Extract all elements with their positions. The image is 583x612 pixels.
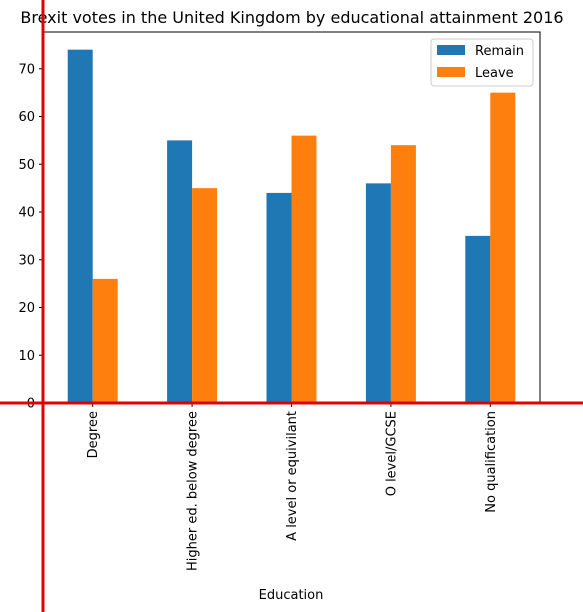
chart-title: Brexit votes in the United Kingdom by ed… (20, 8, 563, 27)
y-tick-label: 60 (18, 110, 35, 125)
bar-leave-a-level-or-equivilant (291, 135, 317, 403)
bars-group (67, 49, 516, 404)
x-tick-label-higher-ed-below-degree: Higher ed. below degree (186, 411, 201, 571)
bar-remain-degree (67, 49, 93, 404)
legend-swatch-leave (437, 67, 465, 77)
x-axis-title: Education (259, 588, 324, 603)
x-tick-label-o-level-gcse: O level/GCSE (384, 411, 399, 496)
legend: Remain Leave (430, 38, 534, 87)
y-tick-label: 30 (18, 253, 35, 268)
legend-label-leave: Leave (475, 66, 514, 81)
bar-leave-o-level-gcse (390, 145, 416, 403)
x-tick-label-a-level-or-equivilant: A level or equivilant (285, 411, 300, 541)
y-tick-label: 70 (18, 62, 35, 77)
bar-remain-no-qualification (465, 235, 491, 403)
legend-label-remain: Remain (475, 44, 524, 59)
x-tick-label-degree: Degree (86, 411, 101, 458)
bar-leave-degree (92, 278, 118, 403)
y-axis: 010203040506070 (18, 62, 43, 412)
bar-remain-higher-ed-below-degree (167, 140, 193, 403)
y-tick-label: 20 (18, 301, 35, 316)
x-axis: Degree Higher ed. below degree A level or … (86, 403, 499, 571)
bar-leave-no-qualification (490, 92, 516, 403)
legend-swatch-remain (437, 45, 465, 55)
bar-leave-higher-ed-below-degree (192, 188, 218, 403)
bar-remain-a-level-or-equivilant (266, 192, 292, 403)
y-tick-label: 50 (18, 158, 35, 173)
y-tick-label: 10 (18, 349, 35, 364)
bar-remain-o-level-gcse (365, 183, 391, 403)
x-tick-label-no-qualification: No qualification (484, 411, 499, 513)
y-tick-label: 40 (18, 206, 35, 221)
